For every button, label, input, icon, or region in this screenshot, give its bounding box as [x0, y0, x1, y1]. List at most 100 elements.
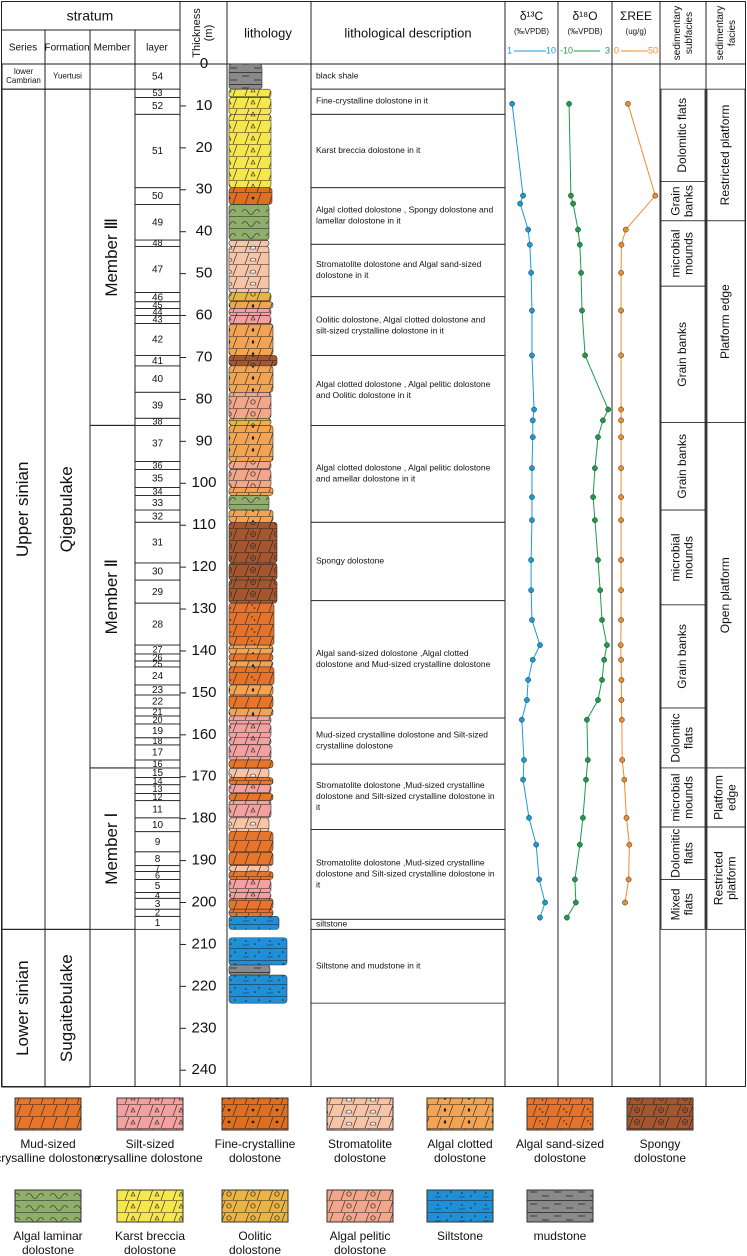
curve-tick-label: 50: [648, 45, 658, 55]
curve-point: [605, 406, 612, 413]
curve-point: [595, 434, 601, 440]
y-tick-label: 50: [196, 265, 213, 282]
curve-point: [529, 434, 536, 440]
text-line: microbial: [669, 773, 683, 821]
curve-point: [526, 814, 532, 821]
lithology-bed: [228, 715, 272, 725]
curve-point: [618, 587, 624, 594]
facies-label: Grainbanks: [669, 185, 696, 217]
y-tick-label: 90: [196, 432, 213, 449]
facies-box: [660, 879, 706, 930]
facies-box: [660, 509, 706, 606]
facies-box: [660, 422, 706, 511]
curve-point: [584, 757, 591, 763]
y-tick-label: 130: [191, 600, 216, 617]
curve-point: [537, 642, 543, 648]
layer-label: 11: [152, 804, 163, 815]
legend-swatch: [221, 1189, 289, 1223]
legend-label: Spongy: [640, 1137, 681, 1151]
curve-tick-label: 10: [546, 45, 556, 55]
y-tick-label: 40: [196, 223, 213, 240]
curve-point: [531, 406, 537, 413]
legend-label: Siltstone: [437, 1229, 483, 1243]
header-thickness: Thickness(m): [191, 8, 215, 58]
lithology-bed: [228, 898, 274, 910]
text-line: Grain banks: [675, 434, 689, 499]
legend-label: dolostone: [634, 1151, 686, 1165]
lithology-bed: [228, 707, 274, 717]
curve-point: [537, 914, 543, 921]
facies-label: Dolomitic flats: [675, 98, 689, 173]
lithology-bed: [228, 851, 274, 866]
facies-label: Mixedflats: [669, 888, 696, 920]
lithology-bed: [228, 97, 272, 115]
curve-point: [618, 517, 624, 524]
legend-label: crysalline dolostone: [97, 1151, 203, 1165]
lithology-bed: [228, 759, 274, 769]
text-line: sedimentary: [672, 6, 683, 60]
lithology-bed: [228, 461, 272, 470]
layer-label: 48: [152, 238, 162, 248]
layer-label: 45: [152, 300, 162, 310]
curve-point: [509, 100, 515, 107]
curve-point: [592, 465, 598, 472]
text-line: subfacies: [684, 12, 695, 54]
text-line: Grain banks: [675, 322, 689, 387]
text-line: lamellar dolostone in it: [316, 216, 401, 226]
curve-point: [618, 656, 624, 663]
text-line: mounds: [682, 232, 696, 275]
curve-point: [618, 494, 624, 500]
y-tick-label: 110: [192, 516, 216, 533]
description-text: Algal clotted dolostone , Algal pelitic …: [316, 379, 491, 400]
layer-label: 28: [152, 619, 164, 630]
text-line: Karst breccia dolostone in it: [316, 145, 421, 155]
lithology-bed: [228, 831, 274, 853]
lithology-bed: [228, 744, 272, 761]
facies-label: Platformedge: [712, 775, 739, 820]
legend-swatch: [14, 1189, 82, 1223]
lithology-bed: [228, 644, 274, 655]
curve-point: [617, 642, 624, 648]
text-line: Mixed: [669, 888, 683, 920]
legend-label: dolostone: [22, 1243, 74, 1256]
facies-box: [706, 422, 746, 769]
curve-point: [590, 494, 596, 500]
legend-label: Fine-crystalline: [215, 1137, 296, 1151]
curve-point: [529, 465, 535, 472]
text-line: and amellar dolostone in it: [316, 474, 416, 484]
header-formation: Formation: [44, 43, 89, 54]
curve-point: [542, 899, 548, 906]
lithology-bed: [228, 865, 270, 872]
y-tick-label: 20: [196, 139, 213, 156]
y-tick-label: 0: [200, 55, 208, 72]
text-line: it: [316, 880, 321, 890]
lithology-bed: [228, 365, 274, 393]
curve-point: [526, 241, 533, 248]
curve-point: [599, 617, 605, 623]
curve-point: [533, 841, 540, 848]
layer-label: 8: [155, 854, 161, 865]
lithology-bed: [228, 292, 272, 303]
y-tick-label: 30: [196, 181, 213, 198]
curve-unit: (ug/g): [626, 27, 647, 36]
text-line: Algal clotted dolostone , Algal pelitic …: [316, 379, 491, 389]
curve-point: [529, 417, 536, 424]
text-line: mounds: [682, 536, 696, 579]
facies-box: [706, 826, 746, 930]
curve-title: ΣREE: [620, 9, 652, 23]
y-tick-label: 60: [196, 307, 213, 324]
layer-label: 32: [152, 511, 164, 522]
lithology-bed: [228, 892, 272, 899]
description-text: Karst breccia dolostone in it: [316, 145, 421, 155]
layer-label: 38: [152, 417, 162, 427]
text-line: Yuertusi: [53, 72, 82, 81]
text-line: sedimentary: [715, 6, 726, 60]
curve-point: [528, 587, 534, 594]
lithology-bed: [228, 653, 274, 662]
layer-label: 47: [152, 265, 164, 276]
text-line: Restricted platform: [718, 105, 732, 206]
layer-label: 20: [152, 715, 162, 725]
curve-point: [576, 241, 583, 248]
layer-label: 41: [152, 356, 164, 367]
